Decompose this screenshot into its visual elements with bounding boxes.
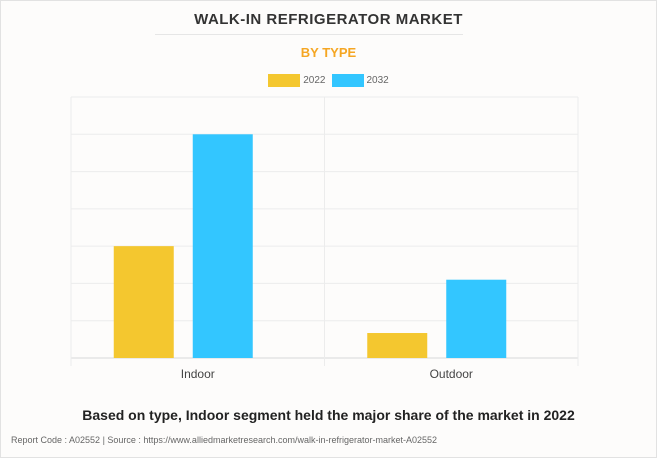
legend-label-2032: 2032 bbox=[366, 75, 389, 86]
plot-area: Indoor Outdoor bbox=[70, 96, 579, 381]
chart-caption: Based on type, Indoor segment held the m… bbox=[82, 407, 575, 423]
bar-indoor-2032 bbox=[192, 134, 253, 358]
title-divider bbox=[155, 34, 463, 35]
source-text: Report Code : A02552 | Source : https://… bbox=[11, 435, 438, 445]
legend-swatch-2022 bbox=[268, 74, 301, 87]
legend-item-2022[interactable]: 2022 bbox=[268, 74, 326, 87]
bar-indoor-2022 bbox=[113, 246, 174, 358]
chart-subtitle: BY TYPE bbox=[300, 45, 357, 60]
x-tick-label: Outdoor bbox=[430, 367, 473, 381]
legend-swatch-2032 bbox=[331, 74, 364, 87]
legend-label-2022: 2022 bbox=[303, 75, 326, 86]
legend: 2022 2032 bbox=[1, 74, 656, 87]
chart-title: WALK-IN REFRIGERATOR MARKET bbox=[194, 11, 463, 28]
x-tick-label: Indoor bbox=[181, 367, 215, 381]
legend-item-2032[interactable]: 2032 bbox=[331, 74, 389, 87]
bar-outdoor-2032 bbox=[446, 279, 507, 358]
bar-outdoor-2022 bbox=[367, 333, 428, 358]
